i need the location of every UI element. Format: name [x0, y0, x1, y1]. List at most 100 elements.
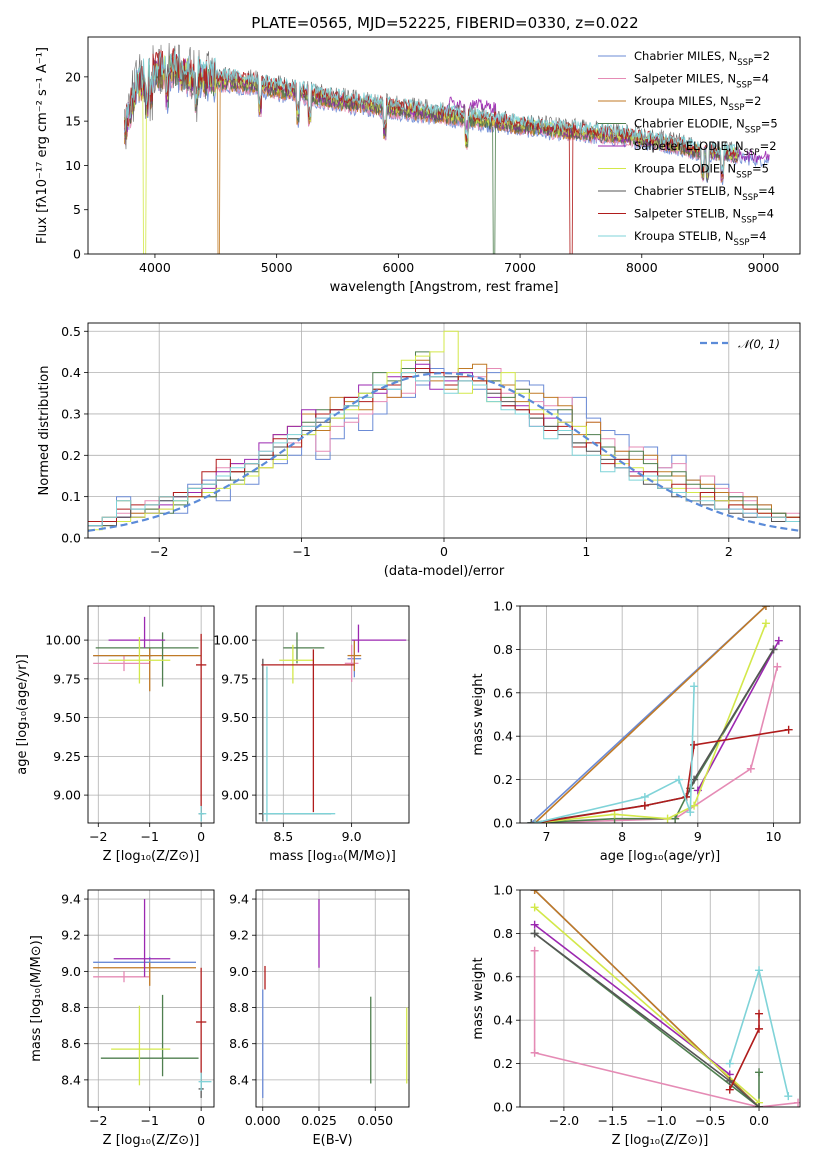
legend-entry: Salpeter STELIB, NSSP=4	[634, 207, 774, 226]
legend-entry: Salpeter ELODIE, NSSP=2	[634, 139, 777, 158]
legend-entry: Kroupa STELIB, NSSP=4	[634, 229, 766, 248]
y-tick-label: 10	[65, 158, 81, 173]
weight-point-marker	[610, 810, 619, 819]
weight-point-marker	[530, 929, 539, 938]
axes-frame	[519, 605, 801, 824]
y-tick-label: 9.2	[229, 928, 249, 943]
weight-point-marker	[690, 801, 699, 810]
x-tick-label: −2.0	[549, 1113, 579, 1128]
weight-point-marker	[640, 801, 649, 810]
weight-point-marker	[531, 819, 540, 823]
y-tick-label: 0.2	[61, 448, 81, 463]
weight-series-line	[534, 932, 760, 1107]
weight-point-marker	[725, 1059, 734, 1068]
x-tick-label: −1	[292, 544, 310, 559]
weight-point-marker	[755, 1024, 764, 1033]
y-tick-label: 1.0	[493, 883, 513, 898]
y-tick-label: 0.3	[61, 406, 81, 421]
weight-point-marker	[755, 1068, 764, 1077]
weight-point-marker	[671, 814, 680, 823]
y-tick-label: 0.0	[493, 816, 513, 831]
axes-frame	[87, 605, 215, 824]
weight-series-line	[697, 640, 780, 791]
weight-point-marker	[725, 1076, 734, 1085]
y-tick-label: 9.4	[61, 892, 81, 907]
spectrum-series-line	[124, 50, 740, 175]
y-tick-label: 8.4	[229, 1072, 249, 1087]
axes-frame	[87, 36, 801, 255]
y-tick-label: 0.0	[61, 531, 81, 546]
weight-point-marker	[725, 1085, 734, 1094]
error-bar	[261, 649, 355, 813]
x-tick-label: 9	[694, 829, 702, 844]
x-tick-label: −2	[150, 544, 168, 559]
weight-point-marker	[674, 775, 683, 784]
weight-point-marker	[784, 1092, 793, 1101]
error-bar	[279, 644, 314, 684]
weight-point-marker	[773, 662, 782, 671]
y-tick-label: 9.0	[229, 964, 249, 979]
x-axis-label: age [log₁₀(age/yr)]	[600, 849, 721, 864]
y-tick-label: 9.25	[53, 749, 81, 764]
y-tick-label: 9.75	[53, 671, 81, 686]
weight-point-marker	[784, 725, 793, 734]
y-tick-label: 8.8	[61, 1000, 81, 1015]
y-tick-label: 9.0	[61, 964, 81, 979]
y-tick-label: 0.0	[493, 1100, 513, 1115]
data-layer	[262, 899, 408, 1098]
x-tick-label: 4000	[139, 260, 171, 275]
y-axis-label: mass weight	[471, 957, 486, 1039]
panel-mass-vs-age: 8.5 9.0 9.00 9.25 9.50 9.75 10.00 mass [log₁₀(M…	[213, 605, 410, 864]
x-tick-label: 1	[582, 544, 590, 559]
x-axis-label: (data-model)/error	[384, 564, 505, 579]
legend-entry: Salpeter MILES, NSSP=4	[634, 72, 769, 91]
panels: 4000 5000 6000 7000 8000 900005101520waveleng…	[15, 36, 801, 1148]
y-tick-label: 0.2	[493, 772, 513, 787]
plot-area	[520, 606, 800, 823]
error-bar	[108, 616, 166, 648]
y-tick-label: 9.50	[53, 710, 81, 725]
y-tick-label: 9.00	[221, 788, 249, 803]
y-tick-label: 8.8	[229, 1000, 249, 1015]
data-layer	[88, 330, 800, 532]
weight-point-marker	[761, 619, 770, 628]
x-tick-label: −2	[89, 829, 107, 844]
legend-entry: Kroupa MILES, NSSP=2	[634, 94, 761, 113]
y-tick-label: 0.8	[493, 642, 513, 657]
x-tick-label: 2	[725, 544, 733, 559]
weight-point-marker	[530, 920, 539, 929]
error-bar	[283, 632, 325, 664]
x-axis-label: E(B-V)	[312, 1133, 352, 1148]
y-tick-label: 1.0	[493, 599, 513, 614]
weight-point-marker	[769, 645, 778, 654]
y-axis-label: mass weight	[471, 673, 486, 755]
x-tick-label: 0	[197, 829, 205, 844]
y-tick-label: 8.6	[229, 1036, 249, 1051]
legend-entry: Chabrier ELODIE, NSSP=5	[634, 117, 778, 136]
plot-area	[256, 606, 409, 823]
y-tick-label: 15	[65, 114, 81, 129]
panel-mass-weight-vs-age: 7 8 9 10 0.0 0.2 0.4 0.6 0.8 1.0 age [log₁₀(age/yr…	[471, 599, 801, 864]
y-tick-label: 9.50	[221, 710, 249, 725]
panel-spectrum: 4000 5000 6000 7000 8000 9000 0 5 10 15 20 waveleng…	[35, 36, 801, 295]
y-tick-label: 9.25	[221, 749, 249, 764]
error-bar	[344, 644, 359, 682]
x-tick-label: 9000	[748, 260, 780, 275]
y-tick-label: 0.4	[61, 365, 81, 380]
error-bar	[196, 633, 207, 813]
axes-frame	[255, 889, 410, 1108]
gridlines	[256, 606, 409, 823]
x-tick-label: 8000	[626, 260, 658, 275]
y-tick-label: 20	[65, 69, 81, 84]
y-tick-label: 8.6	[61, 1036, 81, 1051]
y-axis-label: mass [log₁₀(M/M⊙)]	[29, 935, 44, 1062]
weight-point-marker	[755, 1103, 764, 1107]
error-bar	[93, 655, 150, 672]
y-tick-label: 0.4	[493, 729, 513, 744]
weight-point-marker	[527, 819, 536, 823]
weight-point-marker	[690, 682, 699, 691]
legend-entry: Chabrier STELIB, NSSP=4	[634, 184, 775, 203]
y-axis-label: Flux [fλ10⁻¹⁷ erg cm⁻² s⁻¹ A⁻¹]	[35, 47, 50, 244]
error-bar	[111, 1005, 171, 1086]
